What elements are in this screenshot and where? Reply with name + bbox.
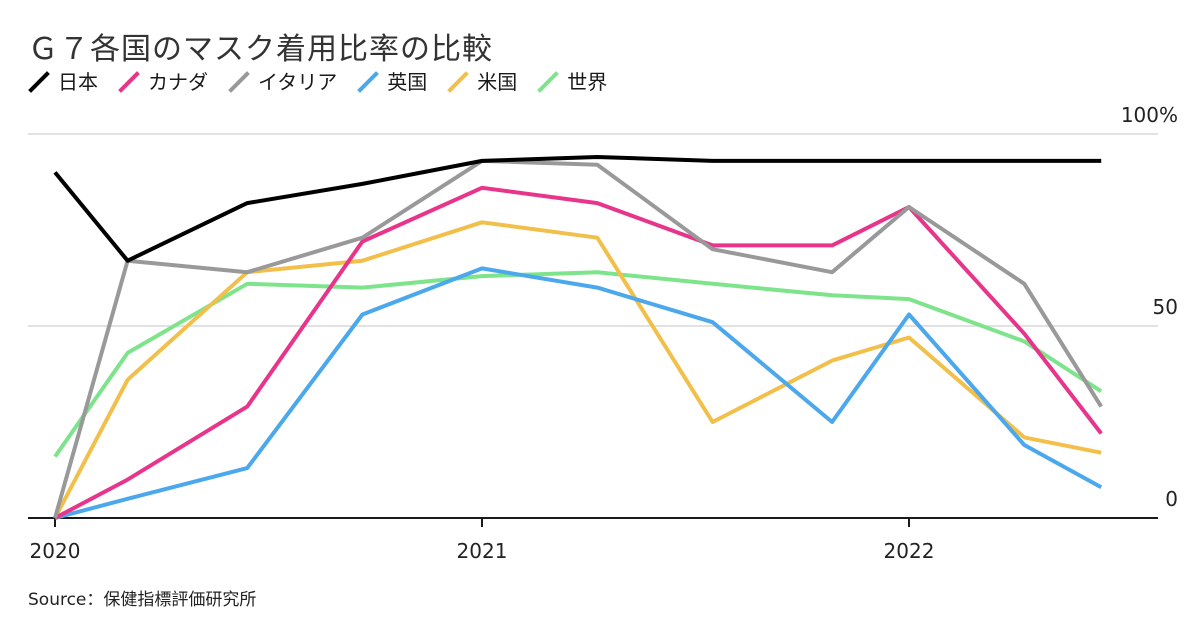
legend-label-world: 世界 [567, 70, 608, 94]
gridlines [28, 133, 1158, 327]
legend-label-canada: カナダ [148, 70, 208, 94]
chart-title: Ｇ７各国のマスク着用比率の比較 [28, 32, 493, 67]
series-line-4 [53, 220, 1102, 519]
legend-item-us: 米国 [447, 70, 517, 94]
legend-label-us: 米国 [477, 70, 518, 94]
series-line-1 [54, 185, 1103, 520]
y-tick-label: 0 [1165, 487, 1178, 511]
x-axis [28, 517, 1158, 527]
series-lines [53, 155, 1103, 520]
legend-swatch-italy [228, 71, 250, 93]
legend-swatch-uk [357, 71, 380, 93]
legend: 日本 カナダ イタリア 英国 米国 世界 [28, 70, 607, 94]
series-line-2 [53, 158, 1103, 519]
legend-label-japan: 日本 [58, 70, 98, 94]
legend-swatch-japan [28, 71, 50, 93]
legend-item-uk: 英国 [357, 70, 427, 94]
y-tick-label: 50 [1153, 295, 1178, 319]
legend-label-uk: 英国 [387, 70, 428, 94]
x-tick-label: 2022 [884, 539, 935, 563]
legend-item-italy: イタリア [228, 70, 337, 94]
series-line-3 [54, 266, 1103, 520]
legend-label-italy: イタリア [258, 70, 338, 94]
source-note: Source：保健指標評価研究所 [28, 590, 257, 610]
legend-swatch-world [537, 71, 560, 93]
x-tick-label: 2020 [30, 539, 81, 563]
tick-labels: 0 50 100% 2020 2021 2022 [30, 103, 1178, 563]
legend-item-canada: カナダ [118, 70, 208, 94]
legend-swatch-us [447, 71, 470, 93]
legend-swatch-canada [118, 71, 140, 93]
legend-item-japan: 日本 [28, 70, 98, 94]
y-tick-label: 100% [1121, 103, 1178, 127]
legend-item-world: 世界 [537, 70, 607, 94]
x-tick-label: 2021 [457, 539, 508, 563]
series-line-0 [53, 155, 1102, 263]
